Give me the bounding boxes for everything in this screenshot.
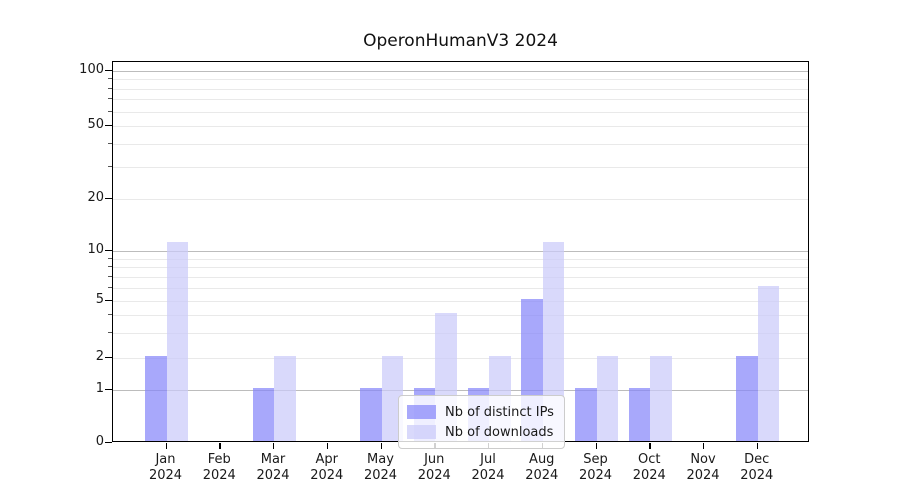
ytick-minor-mark-30 [108, 165, 112, 167]
ytick-label-5: 5 [95, 292, 104, 307]
ytick-minor-mark-70 [108, 98, 112, 100]
ytick-label-10: 10 [87, 242, 104, 257]
ytick-mark-50 [105, 125, 112, 127]
legend-swatch-downloads [407, 425, 436, 439]
legend-item-downloads: Nb of downloads [407, 422, 554, 442]
ytick-mark-0 [105, 442, 112, 444]
xtick-label-mar-2024: Mar 2024 [256, 452, 290, 483]
xtick-label-jun-2024: Jun 2024 [417, 452, 451, 483]
gridline-minor-9 [113, 258, 808, 260]
ytick-minor-mark-9 [108, 257, 112, 259]
xtick-mark-may-2024 [380, 443, 382, 449]
xtick-mark-feb-2024 [219, 443, 221, 449]
grid-layer [113, 62, 808, 441]
ytick-mark-5 [105, 300, 112, 302]
bar-dec-2024-distinct-ips [736, 356, 758, 441]
gridline-minor-4 [113, 314, 808, 316]
ytick-label-50: 50 [87, 117, 104, 132]
ytick-mark-10 [105, 250, 112, 252]
bars-layer [113, 62, 808, 441]
ytick-label-2: 2 [95, 349, 104, 364]
gridline-major-100 [113, 71, 808, 72]
bar-oct-2024-downloads [650, 356, 672, 441]
bar-mar-2024-distinct-ips [252, 388, 274, 441]
gridline-minor-40 [113, 143, 808, 145]
legend-label-downloads: Nb of downloads [445, 424, 554, 440]
ytick-label-100: 100 [79, 62, 104, 77]
xtick-mark-oct-2024 [649, 443, 651, 449]
bar-mar-2024-downloads [274, 356, 296, 441]
xtick-label-aug-2024: Aug 2024 [525, 452, 559, 483]
legend-swatch-distinct-ips [407, 405, 436, 419]
bar-oct-2024-distinct-ips [628, 388, 651, 441]
ytick-minor-mark-90 [108, 78, 112, 80]
gridline-minor-20 [113, 199, 808, 200]
gridline-minor-3 [113, 332, 808, 334]
gridline-minor-80 [113, 88, 808, 90]
gridline-major-10 [113, 251, 808, 252]
gridline-minor-7 [113, 276, 808, 278]
xtick-mark-apr-2024 [326, 443, 329, 449]
bar-sep-2024-downloads [596, 356, 618, 441]
gridline-minor-2 [113, 358, 808, 359]
ytick-minor-mark-7 [108, 275, 112, 277]
xtick-mark-sep-2024 [595, 443, 597, 449]
ytick-minor-mark-80 [108, 87, 112, 89]
xtick-label-sep-2024: Sep 2024 [578, 452, 613, 483]
bar-may-2024-downloads [381, 356, 403, 441]
ytick-mark-20 [105, 198, 112, 200]
bar-jan-2024-downloads [166, 241, 188, 441]
xtick-mark-dec-2024 [756, 443, 759, 449]
ytick-label-20: 20 [87, 190, 104, 205]
xtick-label-jul-2024: Jul 2024 [471, 452, 505, 483]
ytick-minor-mark-40 [108, 142, 112, 144]
gridline-minor-70 [113, 99, 808, 101]
xtick-mark-mar-2024 [273, 443, 275, 449]
ytick-label-1: 1 [95, 381, 104, 396]
xtick-label-nov-2024: Nov 2024 [686, 452, 720, 483]
xtick-label-apr-2024: Apr 2024 [310, 452, 344, 483]
ytick-minor-mark-3 [108, 331, 112, 333]
gridline-minor-60 [113, 111, 808, 113]
legend-item-distinct-ips: Nb of distinct IPs [407, 402, 554, 422]
legend-label-distinct-ips: Nb of distinct IPs [445, 404, 554, 420]
ytick-mark-100 [105, 70, 112, 72]
xtick-label-jan-2024: Jan 2024 [148, 452, 183, 483]
xtick-label-feb-2024: Feb 2024 [202, 452, 236, 483]
bar-jan-2024-distinct-ips [145, 356, 167, 441]
xtick-label-dec-2024: Dec 2024 [740, 452, 774, 483]
ytick-label-0: 0 [95, 434, 104, 449]
bar-dec-2024-downloads [757, 285, 780, 441]
gridline-minor-50 [113, 126, 808, 127]
bar-sep-2024-distinct-ips [575, 388, 597, 441]
gridline-major-1 [113, 390, 808, 391]
ytick-minor-mark-60 [108, 110, 112, 112]
gridline-minor-30 [113, 166, 808, 168]
plot-area: Nb of distinct IPs Nb of downloads [112, 61, 809, 449]
gridline-minor-90 [113, 79, 808, 81]
ytick-minor-mark-4 [108, 313, 112, 315]
ytick-minor-mark-8 [108, 266, 112, 268]
chart-title: OperonHumanV3 2024 [363, 31, 558, 51]
ytick-minor-mark-6 [108, 286, 112, 288]
xtick-label-may-2024: May 2024 [363, 452, 398, 483]
bar-aug-2024-downloads [542, 241, 565, 441]
xtick-mark-jan-2024 [165, 443, 167, 449]
legend: Nb of distinct IPs Nb of downloads [398, 395, 565, 449]
ytick-mark-2 [105, 357, 112, 359]
gridline-minor-8 [113, 267, 808, 269]
xtick-label-oct-2024: Oct 2024 [632, 452, 666, 483]
gridline-minor-6 [113, 287, 808, 289]
xtick-mark-nov-2024 [703, 443, 705, 449]
ytick-mark-1 [105, 389, 112, 391]
gridline-minor-5 [113, 301, 808, 302]
bar-may-2024-distinct-ips [360, 388, 382, 441]
